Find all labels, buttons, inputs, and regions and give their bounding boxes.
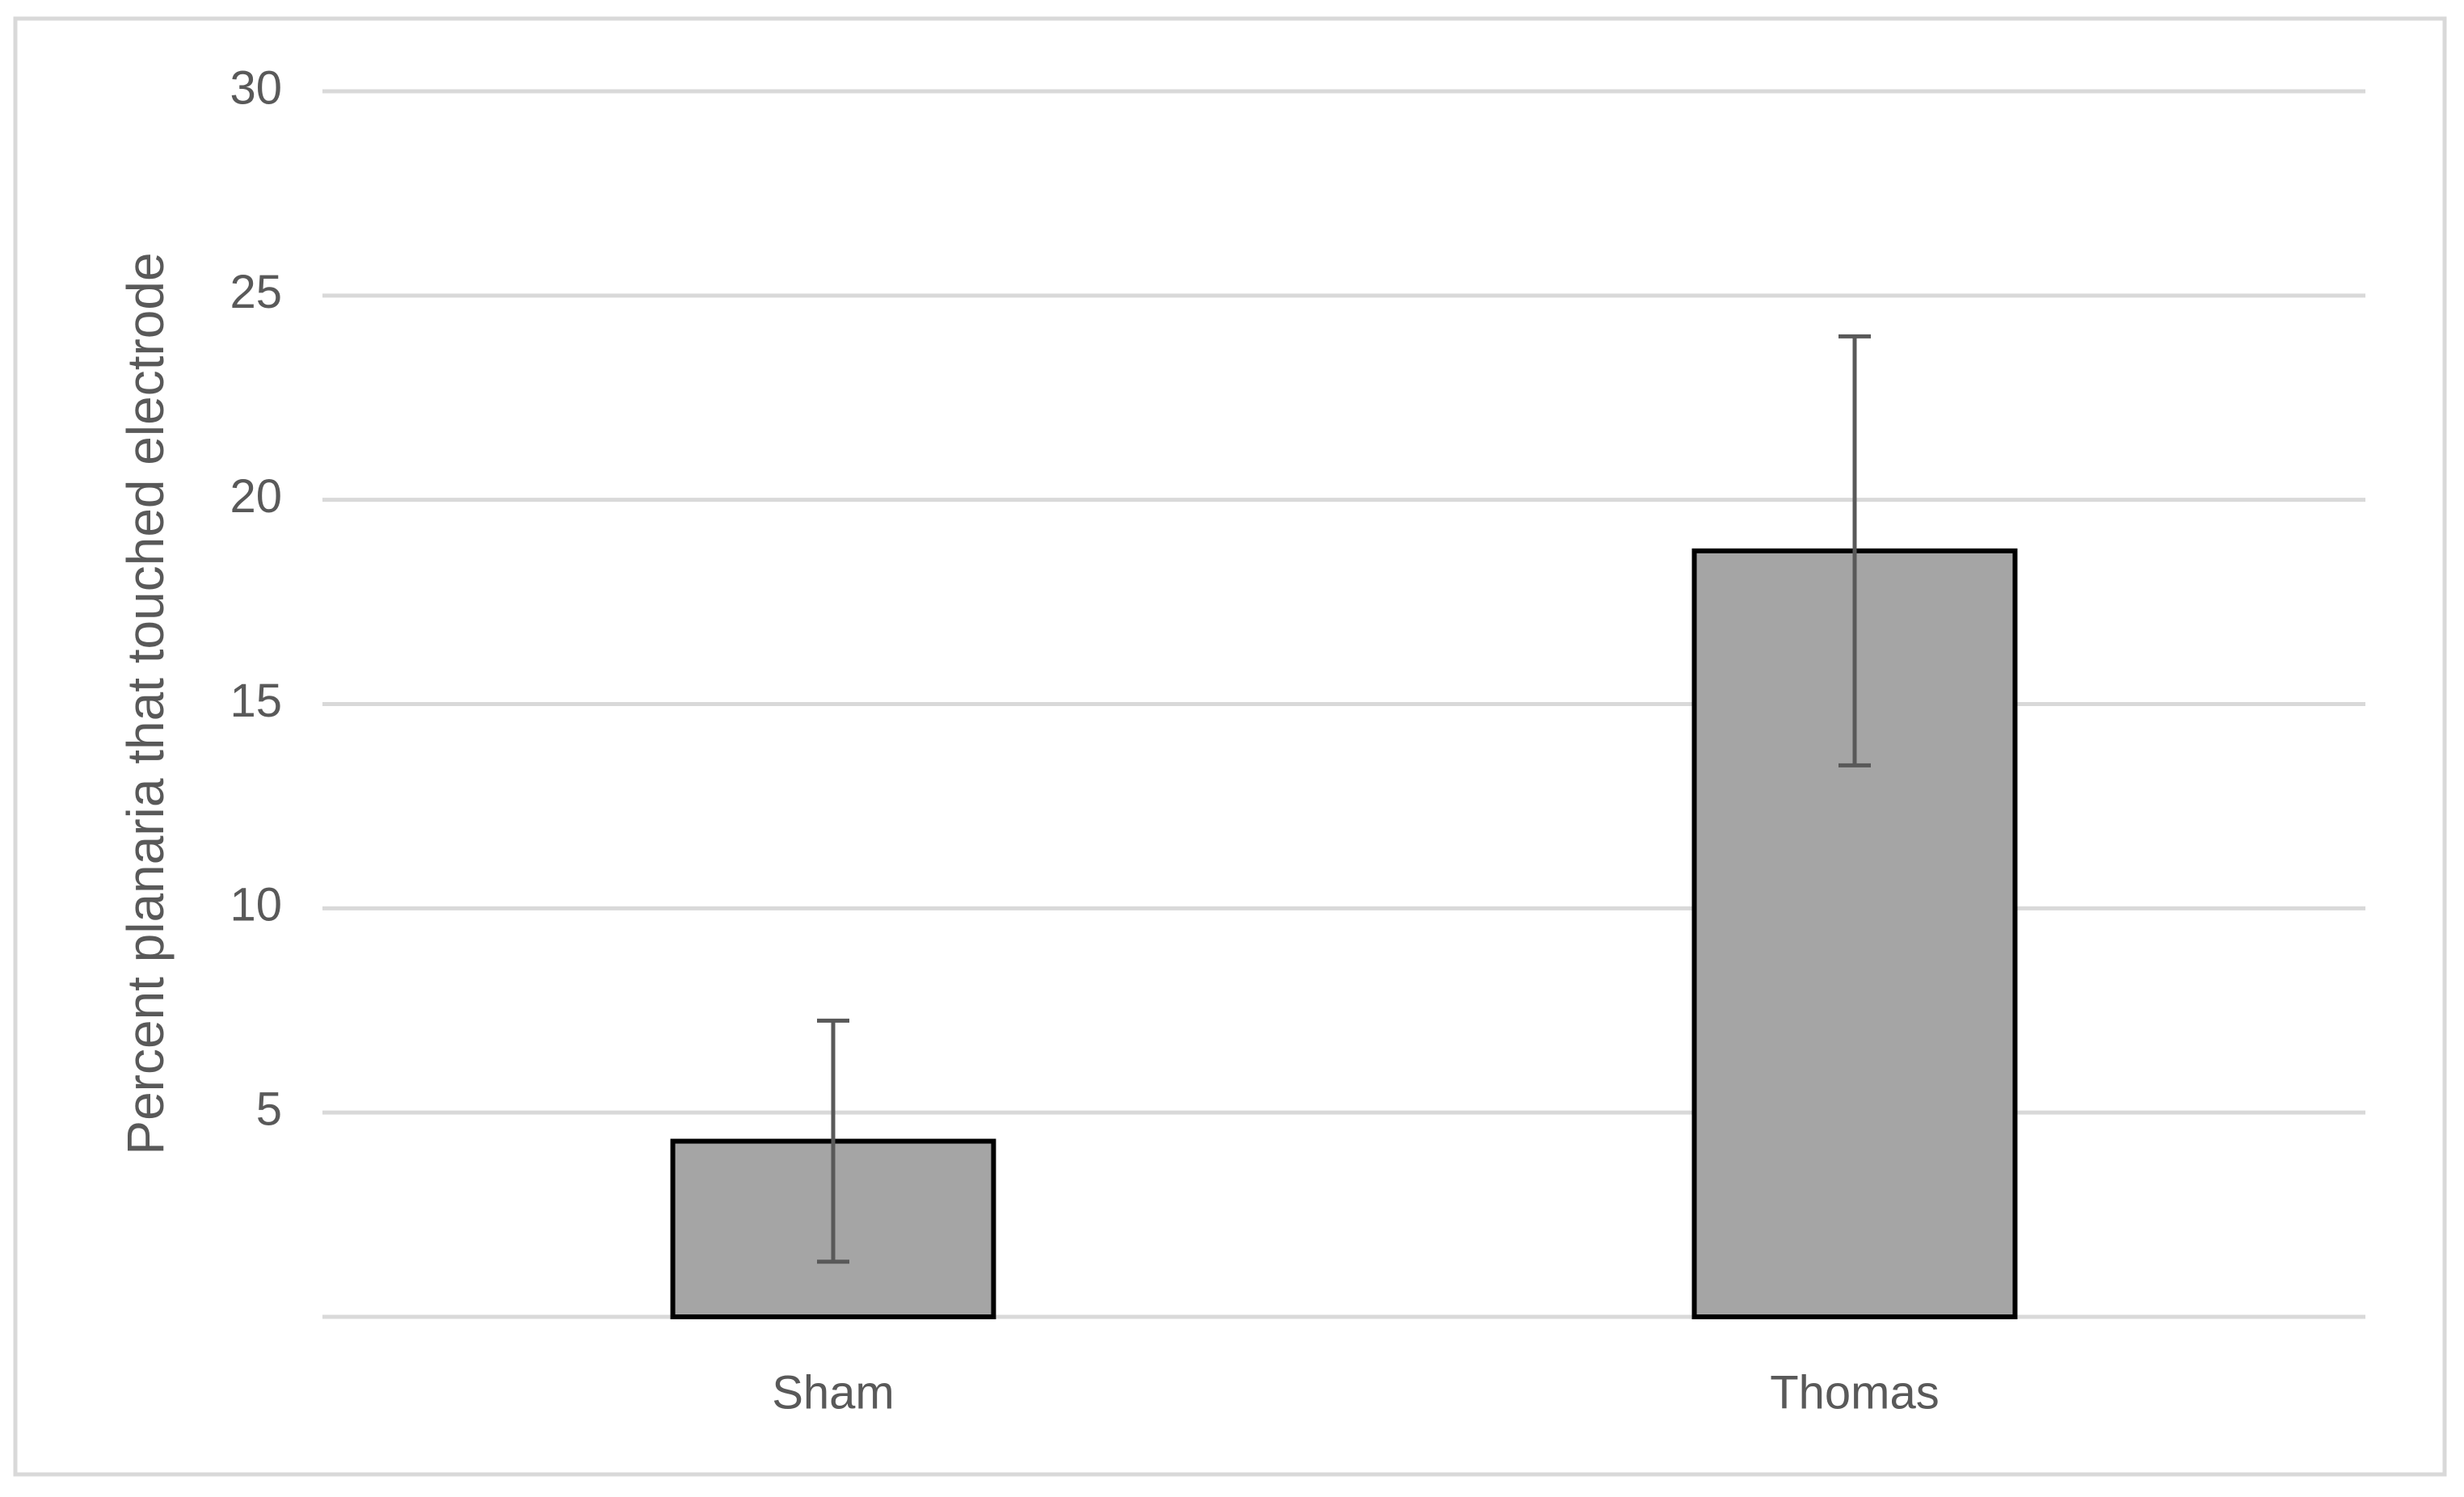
x-tick-label: Sham bbox=[772, 1366, 895, 1419]
y-axis-title: Percent planaria that touched electrode bbox=[116, 252, 175, 1154]
error-bar bbox=[1839, 334, 1871, 767]
y-tick-label: 20 bbox=[230, 470, 282, 523]
y-tick-label: 30 bbox=[230, 61, 282, 114]
y-tick-label: 10 bbox=[230, 879, 282, 931]
error-bar bbox=[817, 1018, 849, 1264]
y-tick-label: 5 bbox=[256, 1083, 282, 1135]
x-tick-label: Thomas bbox=[1770, 1366, 1940, 1419]
y-tick-label: 15 bbox=[230, 675, 282, 727]
chart-frame bbox=[13, 16, 2447, 1477]
y-tick-label: 25 bbox=[230, 266, 282, 318]
